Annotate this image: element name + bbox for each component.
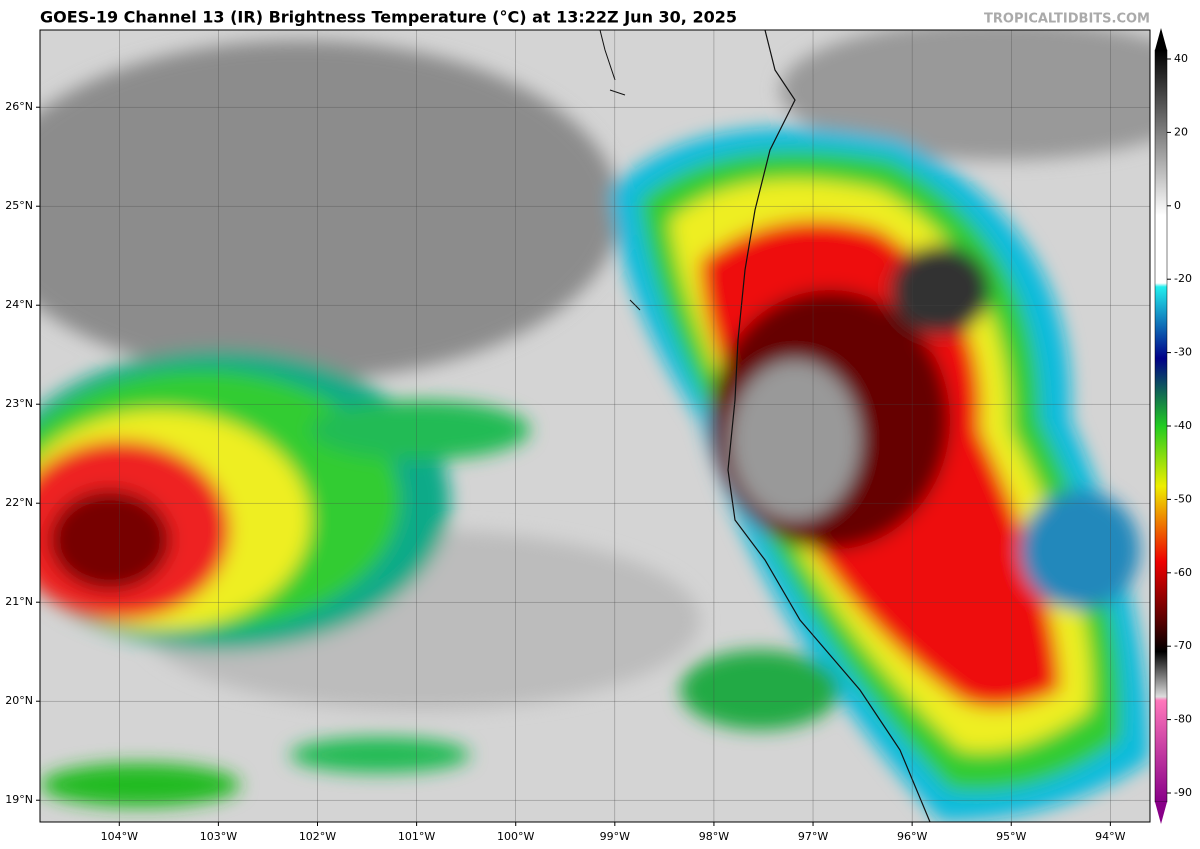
title: GOES-19 Channel 13 (IR) Brightness Tempe…: [40, 8, 737, 27]
lat-label: 24°N: [5, 298, 33, 311]
lat-label: 23°N: [5, 397, 33, 410]
colorbar-label: -90: [1174, 786, 1192, 799]
lon-label: 103°W: [200, 830, 237, 843]
lat-label: 22°N: [5, 496, 33, 509]
colorbar-label: 40: [1174, 52, 1188, 65]
lon-label: 98°W: [699, 830, 729, 843]
colorbar-label: -40: [1174, 419, 1192, 432]
source: TROPICALTIDBITS.COM: [984, 12, 1150, 27]
colorbar-arrow: [1155, 28, 1167, 50]
colorbar-label: -60: [1174, 566, 1192, 579]
colorbar-label: -30: [1174, 346, 1192, 359]
lon-label: 99°W: [600, 830, 630, 843]
lon-label: 100°W: [497, 830, 534, 843]
colorbar-label: -80: [1174, 713, 1192, 726]
colorbar-label: -20: [1174, 272, 1192, 285]
colorbar-label: -50: [1174, 492, 1192, 505]
lon-label: 96°W: [897, 830, 927, 843]
colorbar-label: 20: [1174, 125, 1188, 138]
map-frame: [39, 29, 1151, 823]
colorbar-label: -70: [1174, 639, 1192, 652]
satellite-image: [40, 30, 1150, 822]
lat-label: 19°N: [5, 793, 33, 806]
lon-label: 102°W: [299, 830, 336, 843]
lat-label: 21°N: [5, 595, 33, 608]
lon-label: 104°W: [101, 830, 138, 843]
lon-label: 97°W: [798, 830, 828, 843]
colorbar-label: 0: [1174, 199, 1181, 212]
lat-label: 26°N: [5, 100, 33, 113]
lon-label: 94°W: [1095, 830, 1125, 843]
lon-label: 101°W: [398, 830, 435, 843]
lon-label: 95°W: [996, 830, 1026, 843]
lat-label: 20°N: [5, 694, 33, 707]
colorbar-arrow: [1155, 802, 1167, 824]
colorbar: [1154, 49, 1168, 803]
lat-label: 25°N: [5, 199, 33, 212]
